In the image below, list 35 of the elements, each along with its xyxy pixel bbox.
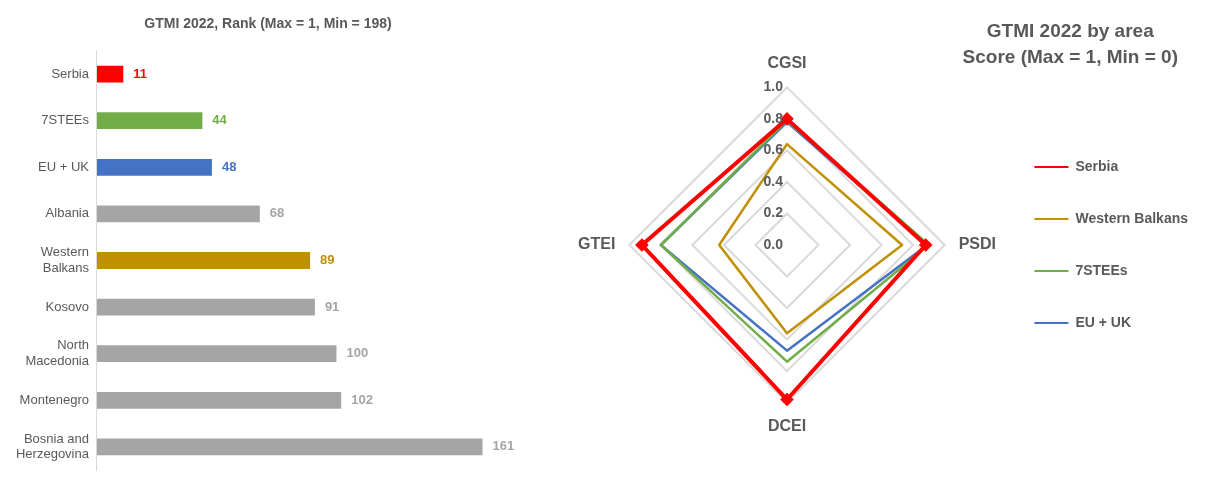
data-label: 89 bbox=[320, 252, 335, 268]
data-label: 100 bbox=[346, 345, 369, 361]
y-tick-label: North Macedonia bbox=[25, 337, 90, 369]
spoke-label: GTEI bbox=[577, 235, 616, 253]
y-tick-label: 0.4 bbox=[763, 172, 784, 189]
data-label: 44 bbox=[212, 112, 228, 128]
y-tick-label: 0.8 bbox=[763, 109, 784, 126]
data-label: 91 bbox=[324, 298, 340, 314]
chart-title: GTMI 2022 by area bbox=[985, 19, 1155, 43]
data-label: 68 bbox=[269, 205, 285, 221]
y-tick-label: Western Balkans bbox=[40, 244, 90, 275]
spoke-label: CGSI bbox=[767, 54, 807, 72]
y-tick-label: Serbia bbox=[51, 65, 90, 81]
data-label: 48 bbox=[221, 158, 237, 174]
spoke-label: PSDI bbox=[958, 235, 997, 253]
y-tick-label: 0.2 bbox=[763, 204, 784, 221]
y-tick-label: 0.0 bbox=[763, 235, 784, 252]
y-tick-label: Bosnia and Herzegovina bbox=[15, 430, 90, 462]
legend-label: Serbia bbox=[1075, 157, 1119, 174]
y-tick-label: 1.0 bbox=[763, 78, 784, 95]
data-label: 11 bbox=[133, 65, 148, 81]
legend-label: 7STEEs bbox=[1075, 261, 1128, 278]
legend-label: Western Balkans bbox=[1075, 209, 1189, 226]
spoke-label: DCEI bbox=[767, 416, 807, 434]
data-label: 161 bbox=[492, 438, 515, 454]
y-tick-label: Kosovo bbox=[45, 298, 89, 314]
data-label: 102 bbox=[351, 391, 373, 407]
y-tick-label: Montenegro bbox=[19, 391, 89, 407]
y-tick-label: 0.6 bbox=[763, 141, 784, 158]
y-tick-label: 7STEEs bbox=[41, 112, 90, 128]
chart-subtitle: Score (Max = 1, Min = 0) bbox=[962, 45, 1178, 69]
y-tick-label: EU + UK bbox=[38, 158, 90, 174]
legend-label: EU + UK bbox=[1075, 313, 1132, 330]
chart-title: GTMI 2022, Rank (Max = 1, Min = 198) bbox=[144, 15, 392, 32]
y-tick-label: Albania bbox=[45, 205, 90, 221]
